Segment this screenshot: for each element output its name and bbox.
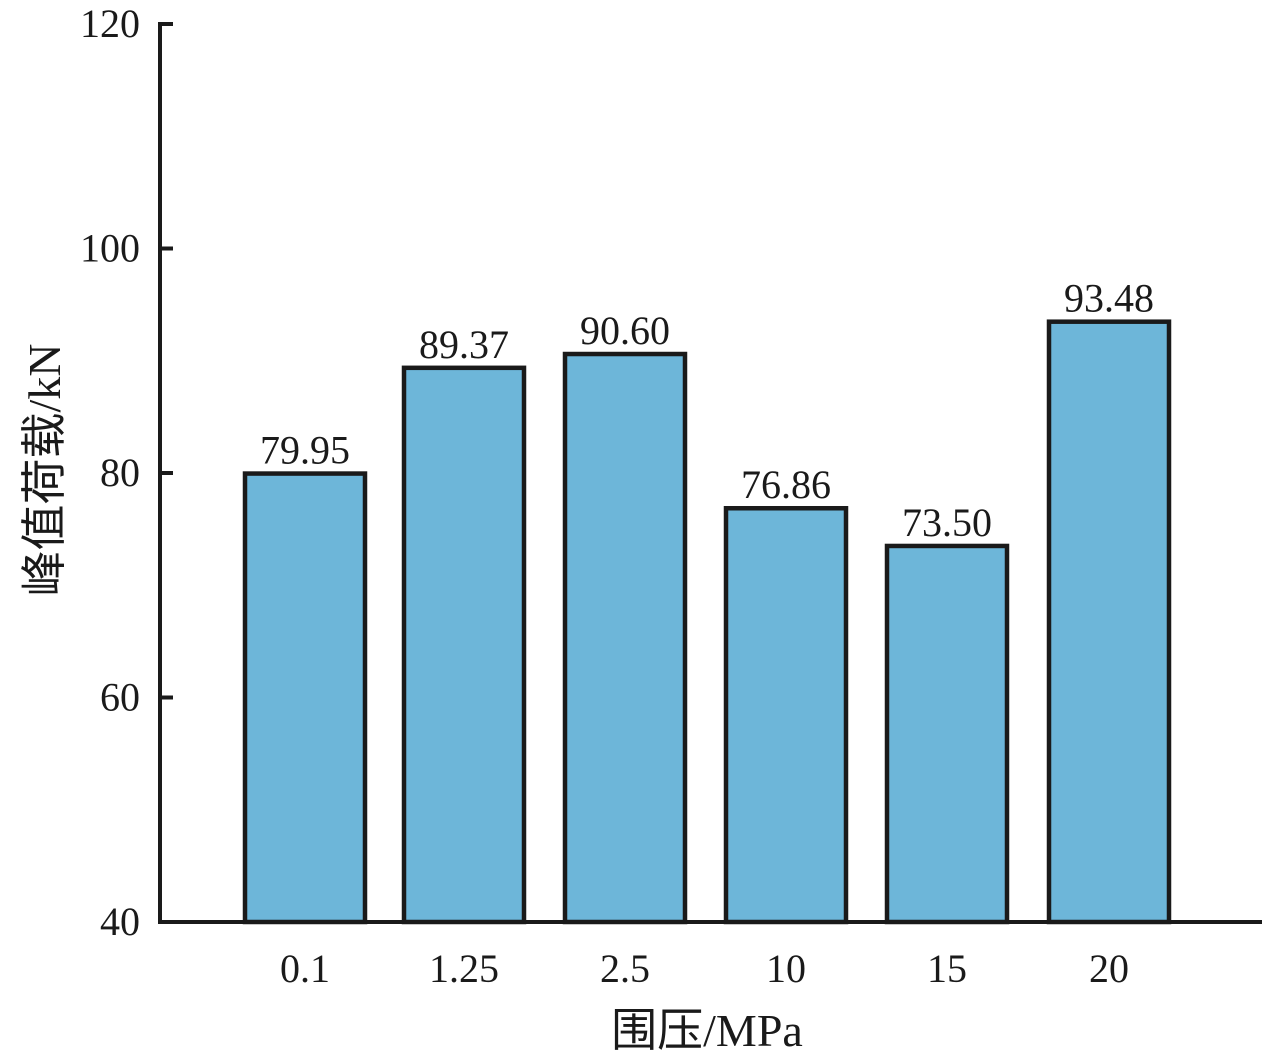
- y-tick-label: 40: [100, 899, 140, 944]
- bars-layer: [242, 319, 1172, 925]
- x-tick-label: 20: [1089, 946, 1129, 991]
- y-tick-label: 100: [80, 226, 140, 271]
- y-tick-label: 60: [100, 675, 140, 720]
- bar-15: [884, 543, 1010, 925]
- data-label: 76.86: [741, 462, 831, 507]
- data-label: 89.37: [419, 322, 509, 367]
- bar-1.25: [401, 365, 527, 925]
- data-labels: 79.95 89.37 90.60 76.86 73.50 93.48: [260, 276, 1154, 545]
- bar-20: [1046, 319, 1172, 925]
- x-tick-label: 0.1: [280, 946, 330, 991]
- data-label: 79.95: [260, 428, 350, 473]
- x-tick-label: 15: [927, 946, 967, 991]
- bar-10: [723, 505, 849, 925]
- data-label: 73.50: [902, 500, 992, 545]
- y-tick-label: 80: [100, 450, 140, 495]
- x-axis-title: 围压/MPa: [611, 1005, 803, 1056]
- x-tick-label: 1.25: [429, 946, 499, 991]
- data-label: 90.60: [580, 308, 670, 353]
- bar-2.5: [562, 351, 688, 925]
- x-tick-label: 10: [766, 946, 806, 991]
- y-tick-label: 120: [80, 1, 140, 46]
- x-ticks: 0.1 1.25 2.5 10 15 20: [280, 946, 1129, 991]
- data-label: 93.48: [1064, 276, 1154, 321]
- y-axis-title: 峰值荷载/kN: [19, 344, 70, 597]
- x-tick-label: 2.5: [600, 946, 650, 991]
- bar-0.1: [242, 471, 368, 925]
- y-ticks: 40 60 80 100 120: [80, 1, 173, 944]
